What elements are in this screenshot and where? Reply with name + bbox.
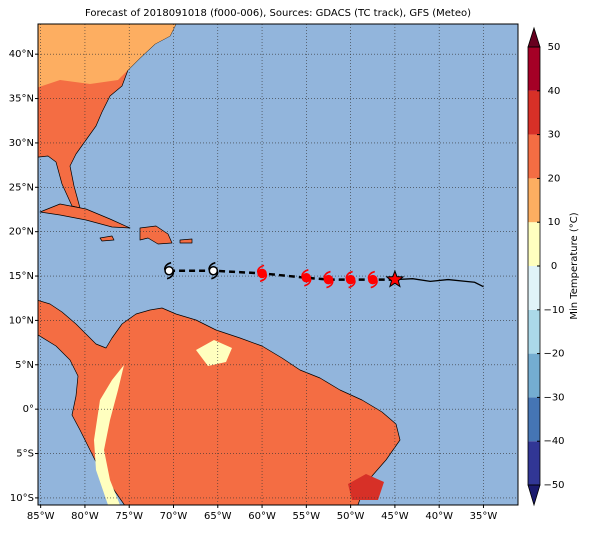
x-tick-label: 80°W (71, 511, 99, 522)
track-point (345, 274, 356, 285)
colorbar-tick-label: −20 (543, 349, 564, 360)
colorbar-label: Min Temperature (°C) (569, 212, 580, 319)
colorbar-bin (528, 222, 540, 266)
x-tick-label: 55°W (293, 511, 321, 522)
forecast-line (394, 278, 484, 288)
colorbar-tick-label: 30 (548, 130, 561, 141)
x-tick-label: 40°W (425, 511, 453, 522)
track-layer (164, 261, 484, 289)
track-point (208, 265, 219, 276)
colorbar-bin (528, 441, 540, 485)
puerto-rico (179, 238, 193, 244)
colorbar-tick-label: 0 (551, 261, 557, 272)
colorbar-tick-label: −30 (543, 392, 564, 403)
x-tick-label: 70°W (160, 511, 188, 522)
current-position-star (385, 269, 405, 288)
andes-warm-patch (94, 365, 124, 505)
colorbar-bin (528, 397, 540, 442)
y-tick-label: 5°S (16, 449, 34, 460)
x-tick-label: 65°W (204, 511, 232, 522)
colorbar-bin (528, 178, 540, 223)
jamaica (99, 235, 115, 242)
y-tick-label: 30°N (9, 138, 34, 149)
x-tick-label: 85°W (27, 511, 55, 522)
colorbar-tick-label: 40 (548, 86, 561, 97)
track-point (368, 274, 378, 285)
south-america (38, 300, 401, 505)
venezuela-warm-patch (196, 340, 232, 366)
x-tick-label: 75°W (115, 511, 143, 522)
colorbar-bin (528, 309, 540, 354)
y-tick-label: 35°N (9, 94, 34, 105)
y-tick-label: 0° (23, 404, 34, 415)
interior-hot-patch (348, 474, 384, 500)
grid (38, 24, 518, 505)
x-tick-label: 45°W (381, 511, 409, 522)
colorbar-bin (528, 134, 540, 179)
hispaniola (139, 225, 173, 245)
map-title: Forecast of 2018091018 (f000-006), Sourc… (85, 8, 471, 19)
x-tick-label: 60°W (248, 511, 276, 522)
colorbar-tick-label: −40 (543, 436, 564, 447)
colorbar-bin (528, 266, 540, 310)
colorbar-tick-label: 20 (548, 173, 561, 184)
x-tick-label: 35°W (470, 511, 498, 522)
colorbar-bin (528, 47, 540, 91)
map-frame (37, 23, 519, 506)
colorbar-bin (528, 353, 540, 398)
track-point (323, 274, 334, 285)
y-tick-label: 40°N (9, 49, 34, 60)
colorbar-tick-label: −50 (543, 480, 564, 491)
colorbar-under (527, 484, 541, 507)
y-tick-label: 20°N (9, 227, 34, 238)
y-tick-label: 10°S (10, 493, 34, 504)
y-tick-label: 5°N (15, 360, 34, 371)
y-tick-label: 10°N (9, 315, 34, 326)
colorbar-over (527, 26, 541, 48)
colorbar-tick-label: 50 (548, 42, 561, 53)
y-tick-label: 25°N (9, 182, 34, 193)
colorbar-tick-label: 10 (548, 217, 561, 228)
north-america-cool (38, 24, 176, 88)
x-tick-label: 50°W (337, 511, 365, 522)
colorbar-bin (528, 90, 540, 135)
y-tick-label: 15°N (9, 271, 34, 282)
track-point (164, 265, 174, 276)
colorbar-tick-label: −10 (543, 305, 564, 316)
track-point (301, 273, 312, 283)
track-point (257, 268, 267, 279)
basemap (38, 24, 518, 505)
